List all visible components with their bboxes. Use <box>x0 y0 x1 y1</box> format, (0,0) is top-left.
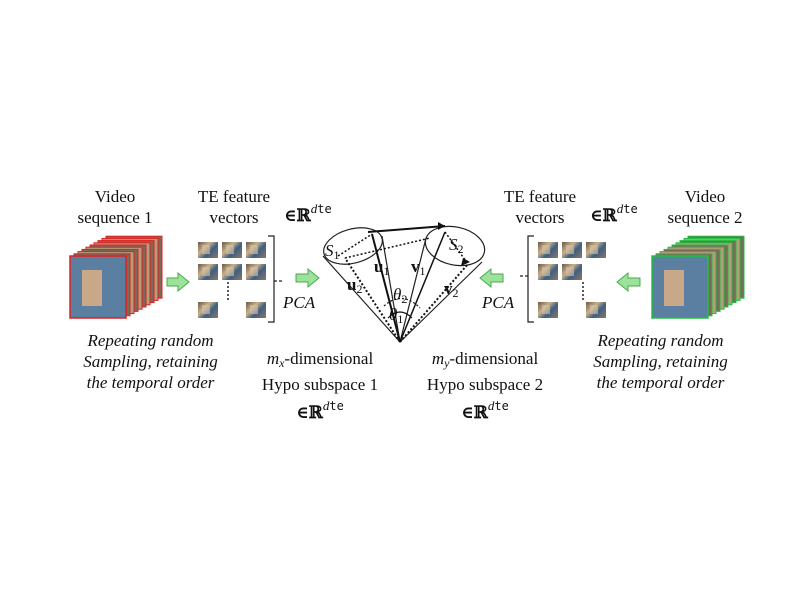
te-feature-label-right: TE feature vectors <box>503 187 577 227</box>
s1-label: S1 <box>325 241 340 262</box>
subspace-1-label: mx-dimensional Hypo subspace 1 ∈ℝdte <box>261 349 379 423</box>
arrow-right-icon <box>166 271 190 293</box>
theta1-label: θ1 <box>389 305 404 326</box>
s2-label: S2 <box>449 235 464 256</box>
arrow-right-icon <box>295 267 320 289</box>
video-sequence-2-label: Video sequence 2 <box>667 187 743 227</box>
v2-label: v2 <box>444 279 459 300</box>
video-cube-1 <box>69 235 163 319</box>
te-frames-right <box>538 242 608 322</box>
vector-bracket-left <box>268 235 275 323</box>
subspace-cones <box>322 222 486 343</box>
v1-label: v1 <box>411 257 426 278</box>
pca-label-left: PCA <box>283 293 316 312</box>
vector-u1 <box>371 233 401 343</box>
arrow-left-icon <box>479 267 504 289</box>
video-frame-figure <box>664 270 684 306</box>
pca-label-right: PCA <box>482 293 515 312</box>
te-frames-left <box>198 242 268 322</box>
theta2-label: θ2 <box>393 285 408 306</box>
te-feature-label-left: TE feature vectors <box>197 187 271 227</box>
vector-v2 <box>399 263 469 343</box>
vector-u2 <box>344 257 401 343</box>
video-frame-figure <box>82 270 102 306</box>
vector-v1 <box>399 231 446 343</box>
sampling-label-right: Repeating random Sampling, retaining the… <box>593 331 728 392</box>
video-cube-2 <box>651 235 745 319</box>
sampling-label-left: Repeating random Sampling, retaining the… <box>83 331 218 392</box>
subspace-2-label: my-dimensional Hypo subspace 2 ∈ℝdte <box>426 349 544 423</box>
u1-label: u1 <box>374 257 390 278</box>
arrow-left-icon <box>616 271 641 293</box>
video-sequence-1-label: Video sequence 1 <box>77 187 153 227</box>
u2-label: u2 <box>347 275 363 296</box>
feature-space-left: ∈ℝdte <box>284 201 332 226</box>
vector-bracket-right <box>527 235 534 323</box>
feature-space-right: ∈ℝdte <box>590 201 638 226</box>
